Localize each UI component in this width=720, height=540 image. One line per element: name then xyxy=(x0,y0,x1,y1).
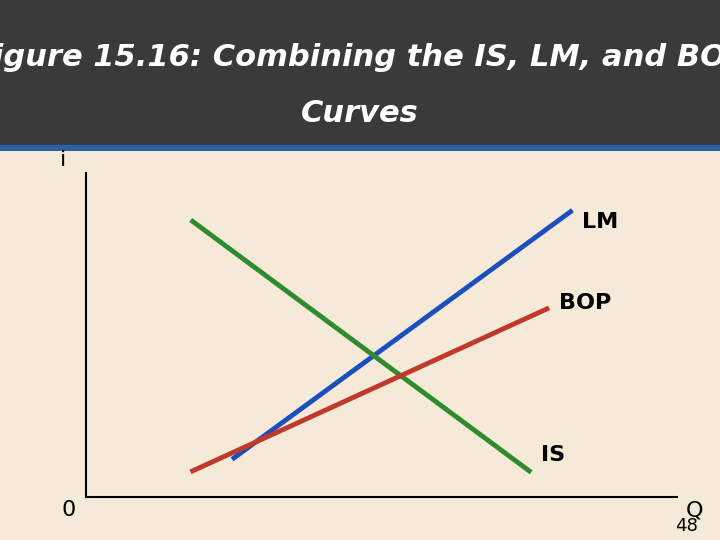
Text: 0: 0 xyxy=(62,500,76,520)
Bar xyxy=(0,145,720,151)
Text: Q: Q xyxy=(685,500,703,520)
Text: 48: 48 xyxy=(675,517,698,535)
Text: IS: IS xyxy=(541,445,565,465)
Text: Curves: Curves xyxy=(301,99,419,128)
Text: Figure 15.16: Combining the IS, LM, and BOP: Figure 15.16: Combining the IS, LM, and … xyxy=(0,43,720,72)
Text: LM: LM xyxy=(582,212,618,232)
Text: BOP: BOP xyxy=(559,293,611,313)
Text: i: i xyxy=(60,150,66,170)
